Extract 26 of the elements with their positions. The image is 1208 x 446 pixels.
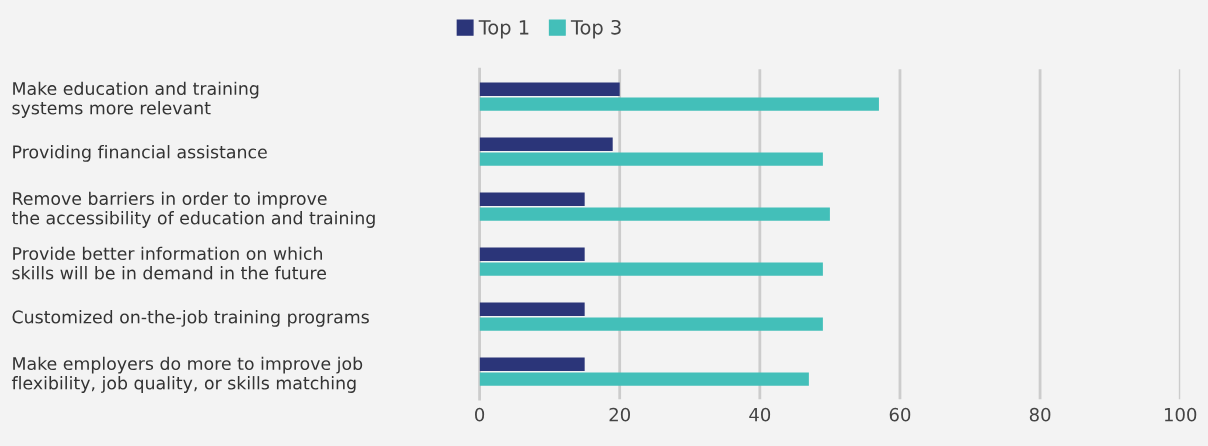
legend-label: Top 3 [570,19,621,39]
bar [479,97,879,111]
bar [479,207,830,221]
bar [479,192,585,206]
y-tick-label: Providing financial assistance [13,145,267,162]
y-tick-label: Make employers do more to improve job flexibility, job quality, or skills matching [11,356,363,393]
x-tick-label: 60 [889,407,911,422]
bar [479,262,823,276]
y-tick-label: Remove barriers in order to improve the accessibility of education and training [11,191,375,228]
bar [479,357,585,371]
bar [479,317,823,331]
bar [479,82,620,96]
bar [479,137,613,151]
legend-label: Top 1 [478,20,529,39]
y-tick-label: Customized on-the-job training programs [12,310,369,327]
bar [479,152,823,166]
bar [479,302,585,316]
y-tick-label: Make education and training systems more relevant [12,81,259,118]
x-tick-label: 100 [1164,407,1197,422]
y-tick-label: Provide better information on which skills will be in demand in the future [12,246,326,280]
x-tick-label: 80 [1029,407,1051,422]
x-tick-label: 40 [749,407,771,422]
bar [479,247,585,261]
bar [479,372,809,386]
x-tick-label: 0 [475,407,485,422]
x-tick-label: 20 [609,407,630,422]
